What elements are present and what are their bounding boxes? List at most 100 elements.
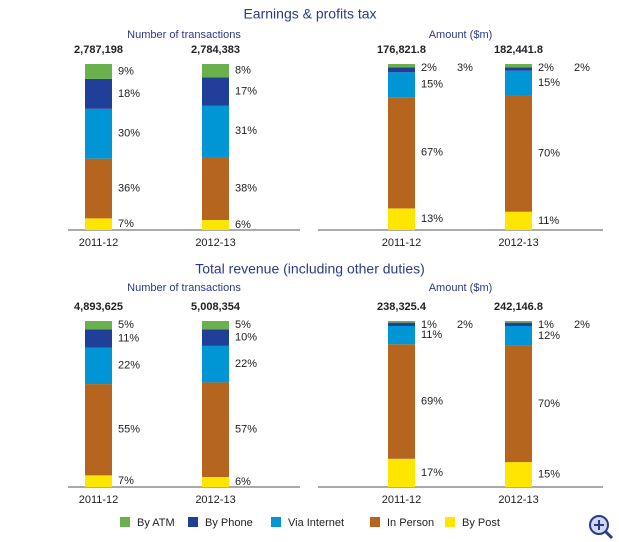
legend-swatch	[445, 517, 455, 527]
data-label: 15%	[538, 77, 560, 89]
subtitle: Amount ($m)	[429, 29, 493, 41]
bar-segment	[388, 321, 415, 323]
legend-swatch	[120, 517, 130, 527]
data-label: 57%	[235, 424, 257, 436]
x-tick-label: 2011-12	[382, 237, 422, 249]
bar-segment	[202, 477, 229, 487]
data-label: 69%	[421, 395, 443, 407]
data-label: 5%	[118, 319, 134, 331]
bar-segment	[85, 78, 112, 109]
bar-segment	[505, 64, 532, 68]
bar-segment	[85, 384, 112, 476]
zoom-icon[interactable]	[589, 515, 614, 540]
data-label: 30%	[118, 128, 140, 140]
data-label: 2%	[421, 62, 437, 74]
total-label: 176,821.8	[377, 44, 426, 56]
data-label: 2%	[457, 319, 473, 331]
data-label: 17%	[235, 85, 257, 97]
bar-segment	[505, 322, 532, 326]
data-label: 22%	[235, 358, 257, 370]
bar-segment	[202, 329, 229, 346]
data-label: 3%	[457, 62, 473, 74]
bar-segment	[85, 64, 112, 79]
data-label: 6%	[235, 219, 251, 231]
bar-segment	[202, 64, 229, 78]
subtitle: Amount ($m)	[429, 282, 493, 294]
bar-segment	[85, 108, 112, 159]
legend-label: In Person	[387, 517, 434, 529]
bar-segment	[388, 325, 415, 345]
bar-segment	[505, 345, 532, 463]
data-label: 7%	[118, 218, 134, 230]
bar-segment	[85, 321, 112, 330]
x-tick-label: 2011-12	[79, 237, 119, 249]
legend-label: By Phone	[205, 517, 253, 529]
data-label: 11%	[421, 329, 442, 341]
bar-segment	[388, 67, 415, 73]
bar-segment	[202, 345, 229, 383]
data-label: 67%	[421, 147, 443, 159]
total-label: 2,787,198	[74, 44, 123, 56]
bar-segment	[505, 321, 532, 323]
data-label: 2%	[538, 62, 554, 74]
heading: Earnings & profits tax	[243, 6, 376, 22]
data-label: 12%	[538, 330, 560, 342]
data-label: 8%	[235, 65, 251, 77]
legend-swatch	[271, 517, 281, 527]
bar-segment	[85, 329, 112, 348]
data-label: 70%	[538, 398, 560, 410]
data-label: 11%	[538, 215, 559, 227]
bar-segment	[85, 347, 112, 385]
bar-segment	[388, 458, 415, 487]
total-label: 5,008,354	[191, 301, 241, 313]
bar-segment	[505, 462, 532, 487]
bar-segment	[202, 321, 229, 330]
bar-segment	[202, 382, 229, 478]
bar-segment	[202, 156, 229, 221]
x-tick-label: 2012-13	[498, 494, 538, 506]
x-tick-label: 2012-13	[195, 494, 235, 506]
bar-segment	[505, 95, 532, 212]
bar-segment	[388, 322, 415, 326]
bar-segment	[85, 475, 112, 487]
data-label: 2%	[574, 319, 590, 331]
bar-segment	[388, 344, 415, 459]
data-label: 1%	[421, 319, 437, 331]
data-label: 7%	[118, 475, 134, 487]
bar-segment	[505, 211, 532, 230]
bar-segment	[505, 67, 532, 71]
data-label: 11%	[118, 332, 139, 344]
bar-segment	[202, 77, 229, 106]
bar-segment	[388, 97, 415, 209]
total-label: 2,784,383	[191, 44, 240, 56]
data-label: 31%	[235, 125, 257, 137]
data-label: 13%	[421, 213, 443, 225]
data-label: 38%	[235, 182, 257, 194]
bar-segment	[202, 220, 229, 230]
subtitle: Number of transactions	[127, 29, 241, 41]
bar-segment	[85, 218, 112, 230]
data-label: 1%	[538, 319, 554, 331]
bar-segment	[388, 208, 415, 230]
legend-label: Via Internet	[288, 517, 344, 529]
bar-segment	[202, 105, 229, 157]
total-label: 182,441.8	[494, 44, 543, 56]
data-label: 18%	[118, 88, 140, 100]
subtitle: Number of transactions	[127, 282, 241, 294]
data-label: 70%	[538, 148, 560, 160]
data-label: 5%	[235, 319, 251, 331]
data-label: 55%	[118, 424, 140, 436]
legend-swatch	[188, 517, 198, 527]
data-label: 6%	[235, 476, 251, 488]
x-tick-label: 2012-13	[195, 237, 235, 249]
heading: Total revenue (including other duties)	[195, 261, 425, 277]
legend-label: By Post	[462, 517, 500, 529]
x-tick-label: 2011-12	[79, 494, 119, 506]
x-tick-label: 2011-12	[382, 494, 422, 506]
data-label: 17%	[421, 467, 443, 479]
data-label: 22%	[118, 360, 140, 372]
bar-segment	[85, 158, 112, 219]
bar-segment	[505, 325, 532, 346]
data-label: 2%	[574, 62, 590, 74]
total-label: 238,325.4	[377, 301, 427, 313]
